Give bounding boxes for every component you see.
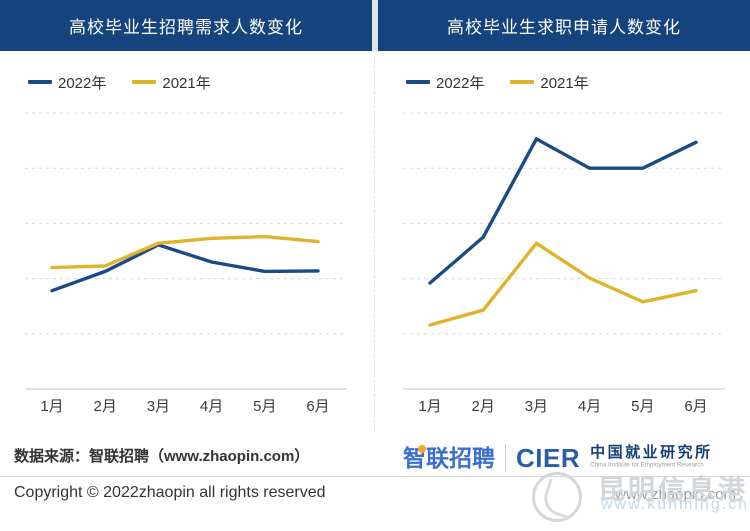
legend-label-2021: 2021年 [162, 74, 211, 92]
chart-title-demand: 高校毕业生招聘需求人数变化 [0, 0, 372, 51]
svg-text:4月: 4月 [578, 398, 601, 415]
zhaopin-logo: 智联招聘 [403, 444, 496, 471]
svg-text:6月: 6月 [306, 398, 329, 415]
cier-cn-text: 中国就业研究所 [590, 444, 713, 462]
legend-label-2022: 2022年 [58, 74, 107, 92]
footer-logos: 智联招聘 CIER 中国就业研究所 China Institute for Em… [403, 444, 736, 472]
chart-title-applications: 高校毕业生求职申请人数变化 [378, 0, 750, 51]
svg-text:5月: 5月 [253, 398, 276, 415]
legend-label-2021: 2021年 [540, 74, 589, 92]
svg-text:4月: 4月 [200, 398, 223, 415]
svg-text:2月: 2月 [472, 398, 495, 415]
svg-text:3月: 3月 [525, 398, 548, 415]
cier-en-text: China Institute for Employment Research [590, 461, 704, 469]
footer: 数据来源：智联招聘（www.zhaopin.com） 智联招聘 CIER 中国就… [0, 430, 750, 503]
copyright-row: Copyright © 2022zhaopin all rights reser… [0, 477, 750, 503]
legend-item-2022: 2022年 [28, 72, 106, 93]
panel-divider [372, 0, 378, 432]
cier-logo: CIER [516, 443, 581, 473]
svg-text:1月: 1月 [40, 398, 63, 415]
legend-item-2022: 2022年 [406, 72, 484, 93]
source-row: 数据来源：智联招聘（www.zhaopin.com） 智联招聘 CIER 中国就… [0, 430, 750, 472]
website-text: www.zhaopin.com [615, 486, 736, 503]
zhaopin-logo-text: 智联招聘 [403, 444, 496, 471]
banner-gap [372, 0, 378, 51]
legend-line-swatch-2021 [132, 80, 157, 84]
line-chart-applications: 1月 2月 3月 4月 5月 6月 [403, 112, 725, 415]
svg-text:5月: 5月 [631, 398, 654, 415]
legend-line-swatch-2022 [28, 80, 52, 84]
footer-divider-line [0, 476, 750, 477]
line-chart-demand: 1月 2月 3月 4月 5月 6月 [25, 112, 347, 415]
logo-separator [505, 444, 507, 472]
svg-text:6月: 6月 [684, 398, 707, 415]
legend-line-swatch-2021 [510, 80, 535, 84]
legend-item-2021: 2021年 [132, 72, 211, 93]
chart-panels: 高校毕业生招聘需求人数变化 2022年 2021年 1月 2月 3月 4月 5月 6月 高… [0, 0, 750, 432]
legend-label-2022: 2022年 [436, 74, 485, 92]
legend-line-swatch-2022 [406, 80, 430, 84]
svg-text:1月: 1月 [418, 398, 441, 415]
data-source-text: 数据来源：智联招聘（www.zhaopin.com） [14, 448, 310, 465]
svg-text:3月: 3月 [147, 398, 170, 415]
cier-institute-name: 中国就业研究所 China Institute for Employment R… [590, 445, 736, 470]
zhaopin-logo-dot-icon [418, 444, 427, 453]
svg-text:2月: 2月 [94, 398, 117, 415]
legend-item-2021: 2021年 [510, 72, 589, 93]
copyright-text: Copyright © 2022zhaopin all rights reser… [14, 484, 326, 501]
chart-panel-demand: 高校毕业生招聘需求人数变化 2022年 2021年 1月 2月 3月 4月 5月 6月 [0, 0, 372, 430]
legend-demand: 2022年 2021年 [28, 72, 372, 93]
chart-panel-applications: 高校毕业生求职申请人数变化 2022年 2021年 1月 2月 3月 4月 5月 6月 [378, 0, 750, 430]
legend-applications: 2022年 2021年 [406, 72, 750, 93]
